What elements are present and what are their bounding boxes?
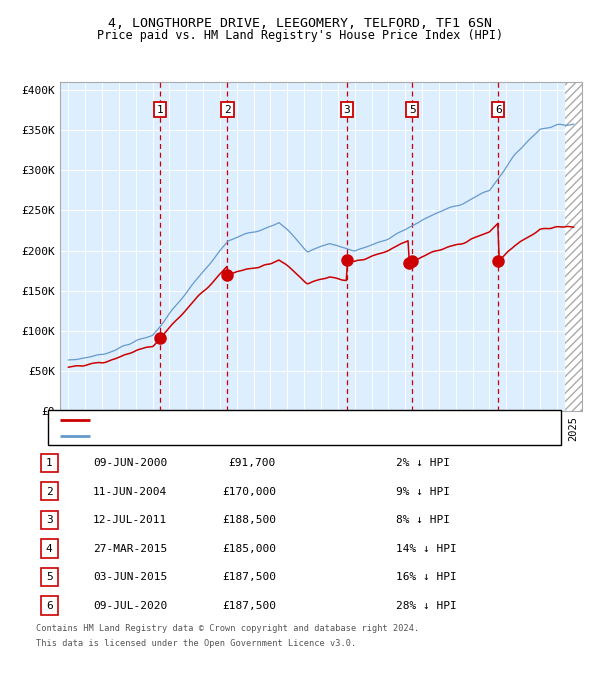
Text: 9% ↓ HPI: 9% ↓ HPI — [396, 487, 450, 496]
Text: 09-JUN-2000: 09-JUN-2000 — [93, 458, 167, 468]
Text: Price paid vs. HM Land Registry's House Price Index (HPI): Price paid vs. HM Land Registry's House … — [97, 29, 503, 42]
Text: 11-JUN-2004: 11-JUN-2004 — [93, 487, 167, 496]
Text: 4, LONGTHORPE DRIVE, LEEGOMERY, TELFORD, TF1 6SN: 4, LONGTHORPE DRIVE, LEEGOMERY, TELFORD,… — [108, 17, 492, 31]
Text: 5: 5 — [46, 573, 53, 582]
Text: £185,000: £185,000 — [222, 544, 276, 554]
Text: £188,500: £188,500 — [222, 515, 276, 525]
Text: 1: 1 — [46, 458, 53, 468]
Text: 4, LONGTHORPE DRIVE, LEEGOMERY, TELFORD, TF1 6SN (detached house): 4, LONGTHORPE DRIVE, LEEGOMERY, TELFORD,… — [99, 415, 489, 424]
Text: 16% ↓ HPI: 16% ↓ HPI — [396, 573, 457, 582]
Text: 6: 6 — [495, 105, 502, 115]
Text: 3: 3 — [343, 105, 350, 115]
Text: £187,500: £187,500 — [222, 601, 276, 611]
Bar — [565, 82, 582, 411]
Text: 28% ↓ HPI: 28% ↓ HPI — [396, 601, 457, 611]
Text: 27-MAR-2015: 27-MAR-2015 — [93, 544, 167, 554]
Text: 14% ↓ HPI: 14% ↓ HPI — [396, 544, 457, 554]
Bar — [565, 82, 582, 411]
Text: 2: 2 — [46, 487, 53, 496]
Text: £187,500: £187,500 — [222, 573, 276, 582]
Text: 1: 1 — [157, 105, 163, 115]
Text: 03-JUN-2015: 03-JUN-2015 — [93, 573, 167, 582]
Text: 2% ↓ HPI: 2% ↓ HPI — [396, 458, 450, 468]
Text: 6: 6 — [46, 601, 53, 611]
Text: 2: 2 — [224, 105, 231, 115]
Text: This data is licensed under the Open Government Licence v3.0.: This data is licensed under the Open Gov… — [36, 639, 356, 647]
Text: 3: 3 — [46, 515, 53, 525]
Text: HPI: Average price, detached house, Telford and Wrekin: HPI: Average price, detached house, Telf… — [99, 431, 423, 441]
Text: £170,000: £170,000 — [222, 487, 276, 496]
Text: 12-JUL-2011: 12-JUL-2011 — [93, 515, 167, 525]
Text: 5: 5 — [409, 105, 416, 115]
Text: £91,700: £91,700 — [229, 458, 276, 468]
Text: Contains HM Land Registry data © Crown copyright and database right 2024.: Contains HM Land Registry data © Crown c… — [36, 624, 419, 632]
Text: 09-JUL-2020: 09-JUL-2020 — [93, 601, 167, 611]
Text: 8% ↓ HPI: 8% ↓ HPI — [396, 515, 450, 525]
Text: 4: 4 — [46, 544, 53, 554]
